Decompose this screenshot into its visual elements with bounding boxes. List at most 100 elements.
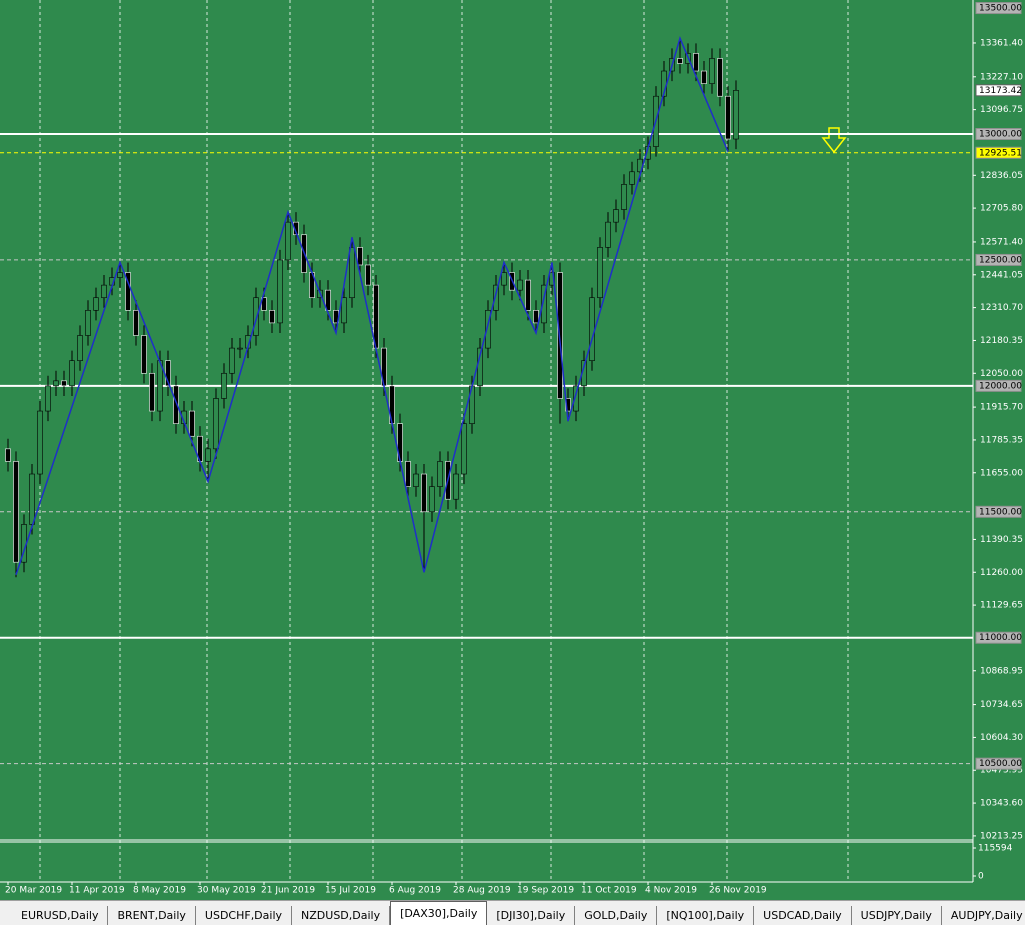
chart-tab[interactable]: [DJI30],Daily (487, 906, 576, 925)
candle-body (77, 335, 83, 361)
y-tick-label: 12441.05 (980, 270, 1023, 280)
candle-body (349, 247, 355, 299)
chart-tab[interactable]: NZDUSD,Daily (292, 906, 391, 925)
candle-body (573, 385, 579, 412)
price-box-label: 13000.00 (979, 129, 1022, 139)
candle-body (29, 473, 35, 525)
current-price-box (975, 84, 1022, 97)
y-tick-label: 10868.95 (980, 666, 1023, 676)
candle-body (125, 272, 131, 311)
x-tick-label: 26 Nov 2019 (709, 886, 767, 896)
candle-body (517, 279, 523, 291)
candle-body (269, 310, 275, 324)
candle-body (53, 380, 59, 387)
candle-body (453, 473, 459, 500)
candle-body (69, 360, 75, 387)
candle-body (501, 272, 507, 286)
tab-bar: EURUSD,Daily BRENT,Daily USDCHF,Daily NZDUS… (0, 900, 1025, 925)
x-tick-label: 21 Jun 2019 (261, 886, 315, 896)
candle-body (413, 473, 419, 487)
candle-body (205, 448, 211, 462)
y-tick-label: 10473.95 (980, 766, 1023, 776)
candle-body (677, 58, 683, 64)
candle-body (597, 247, 603, 299)
candle-body (341, 297, 347, 324)
candle-body (37, 410, 43, 475)
candle-body (621, 184, 627, 210)
candle-body (253, 297, 259, 336)
price-box-label: 11000.00 (979, 633, 1022, 643)
y-tick-label: 12836.05 (980, 171, 1023, 181)
chart-tab[interactable]: EURUSD,Daily (12, 906, 109, 925)
candle-body (133, 310, 139, 336)
current-price-label: 13173.42 (979, 86, 1022, 96)
candle-body (437, 461, 443, 487)
chart-tab[interactable]: USDCAD,Daily (754, 906, 852, 925)
y-tick-label: 12571.40 (980, 237, 1023, 247)
candle-body (237, 347, 243, 350)
y-tick-label: 13227.10 (980, 72, 1023, 82)
candle-body (525, 279, 531, 311)
price-box-label: 12500.00 (979, 255, 1022, 265)
y-tick-label: 11655.00 (980, 468, 1023, 478)
y-tick-label: 11915.70 (980, 403, 1023, 413)
candle-body (213, 398, 219, 450)
y-tick-label: 13096.75 (980, 105, 1023, 115)
chart-tab[interactable]: AUDJPY,Daily (942, 906, 1025, 925)
volume-tick-label: 0 (978, 872, 984, 882)
candle-body (357, 247, 363, 266)
price-box (975, 379, 1022, 392)
x-tick-label: 28 Aug 2019 (453, 886, 511, 896)
candle-body (165, 360, 171, 387)
chart-tab[interactable]: BRENT,Daily (108, 906, 196, 925)
candle-body (61, 380, 67, 387)
price-box (975, 2, 1022, 15)
candle-body (725, 95, 731, 140)
x-tick-label: 19 Sep 2019 (517, 886, 574, 896)
signal-arrow (821, 127, 847, 154)
candle-body (541, 284, 547, 324)
chart-tab[interactable]: [DAX30],Daily (390, 901, 488, 925)
candle-body (93, 297, 99, 311)
y-tick-label: 12310.70 (980, 303, 1023, 313)
y-tick-label: 10213.25 (980, 831, 1023, 841)
candle-body (293, 221, 299, 236)
chart: 13361.40 13227.10 13096.75 12836.05 12705.80… (0, 0, 1023, 896)
candle-body (101, 284, 107, 299)
chart-tab[interactable]: [NQ100],Daily (657, 906, 755, 925)
x-tick-label: 15 Jul 2019 (325, 886, 376, 896)
candle-body (13, 461, 19, 563)
y-tick-label: 11260.00 (980, 568, 1023, 578)
candle-body (277, 259, 283, 324)
candle-body (421, 473, 427, 513)
candle-body (429, 486, 435, 513)
x-tick-label: 11 Apr 2019 (69, 886, 125, 896)
y-tick-label: 12705.80 (980, 204, 1023, 214)
y-tick-label: 12050.00 (980, 369, 1023, 379)
candle-body (85, 310, 91, 336)
candle-body (565, 398, 571, 412)
candle-body (709, 58, 715, 84)
candle-body (325, 289, 331, 311)
candle-body (117, 272, 123, 278)
candle-body (149, 372, 155, 412)
chart-tab[interactable]: GOLD,Daily (575, 906, 658, 925)
candle-body (717, 58, 723, 97)
y-tick-label: 12180.35 (980, 336, 1023, 346)
chart-tab[interactable]: USDCHF,Daily (196, 906, 293, 925)
price-box-label: 13500.00 (979, 4, 1022, 14)
candle-body (285, 221, 291, 261)
candle-body (141, 335, 147, 374)
candle-body (733, 90, 739, 140)
x-tick-label: 8 May 2019 (133, 886, 186, 896)
y-tick-label: 10343.60 (980, 799, 1023, 809)
price-box-label: 10500.00 (979, 759, 1022, 769)
price-box (975, 505, 1022, 518)
candle-body (45, 385, 51, 412)
volume-tick-label: 115594 (978, 844, 1013, 854)
price-box (975, 127, 1022, 140)
candle-body (365, 264, 371, 286)
chart-tab[interactable]: USDJPY,Daily (852, 906, 942, 925)
y-tick-label: 13361.40 (980, 38, 1023, 48)
price-box-label: 12000.00 (979, 381, 1022, 391)
